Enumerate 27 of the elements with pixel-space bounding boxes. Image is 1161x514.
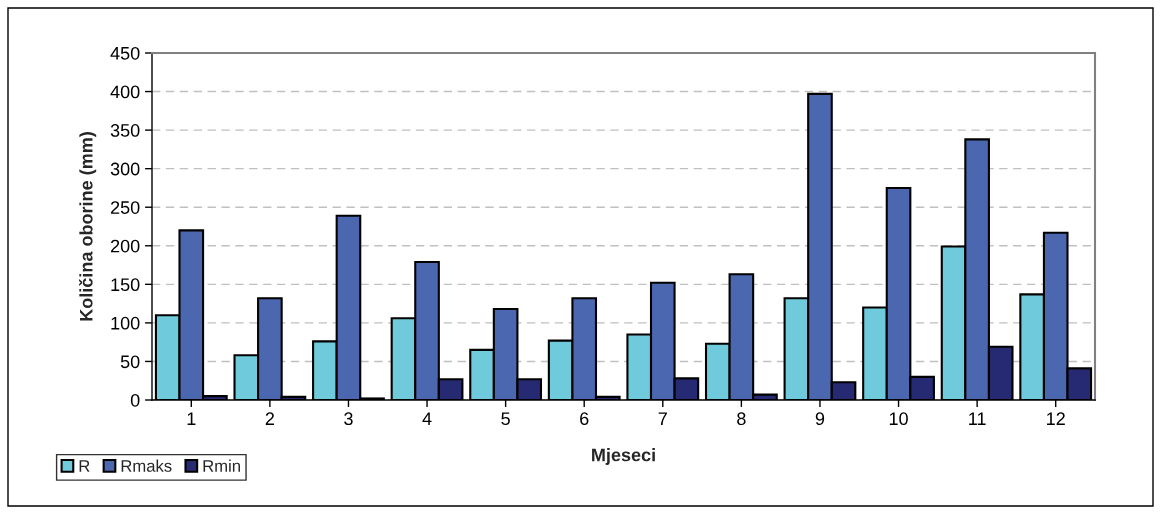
x-tick-label: 3 (344, 412, 353, 426)
x-tick-label: 12 (1047, 412, 1065, 425)
y-tick-label: 200 (110, 239, 140, 253)
legend-label: Rmaks (121, 459, 172, 472)
x-tick-label: 9 (815, 412, 825, 426)
x-axis-title: Mjeseci (592, 448, 655, 465)
x-tick-label: 5 (501, 412, 510, 426)
y-tick-label: 400 (110, 85, 140, 99)
y-tick-label: 150 (111, 278, 140, 292)
y-tick-label: 450 (110, 46, 140, 60)
x-tick-label: 1 (187, 412, 196, 425)
legend-label: R (79, 460, 90, 472)
x-tick-label: 8 (737, 412, 746, 426)
y-tick-label: 100 (111, 316, 140, 330)
x-tick-label: 10 (889, 412, 908, 426)
y-axis-title: Količina oborine (mm) (78, 132, 97, 321)
y-tick-label: 250 (110, 201, 140, 214)
x-tick-label: 11 (969, 412, 986, 425)
x-tick-label: 2 (265, 412, 274, 425)
legend-label: Rmin (203, 459, 240, 472)
y-tick-label: 50 (120, 355, 140, 369)
x-tick-label: 7 (658, 412, 667, 425)
y-tick-label: 350 (110, 124, 140, 137)
x-tick-label: 6 (580, 412, 589, 426)
y-tick-label: 300 (110, 162, 140, 176)
y-tick-label: 0 (130, 393, 140, 407)
x-tick-label: 4 (422, 412, 432, 425)
